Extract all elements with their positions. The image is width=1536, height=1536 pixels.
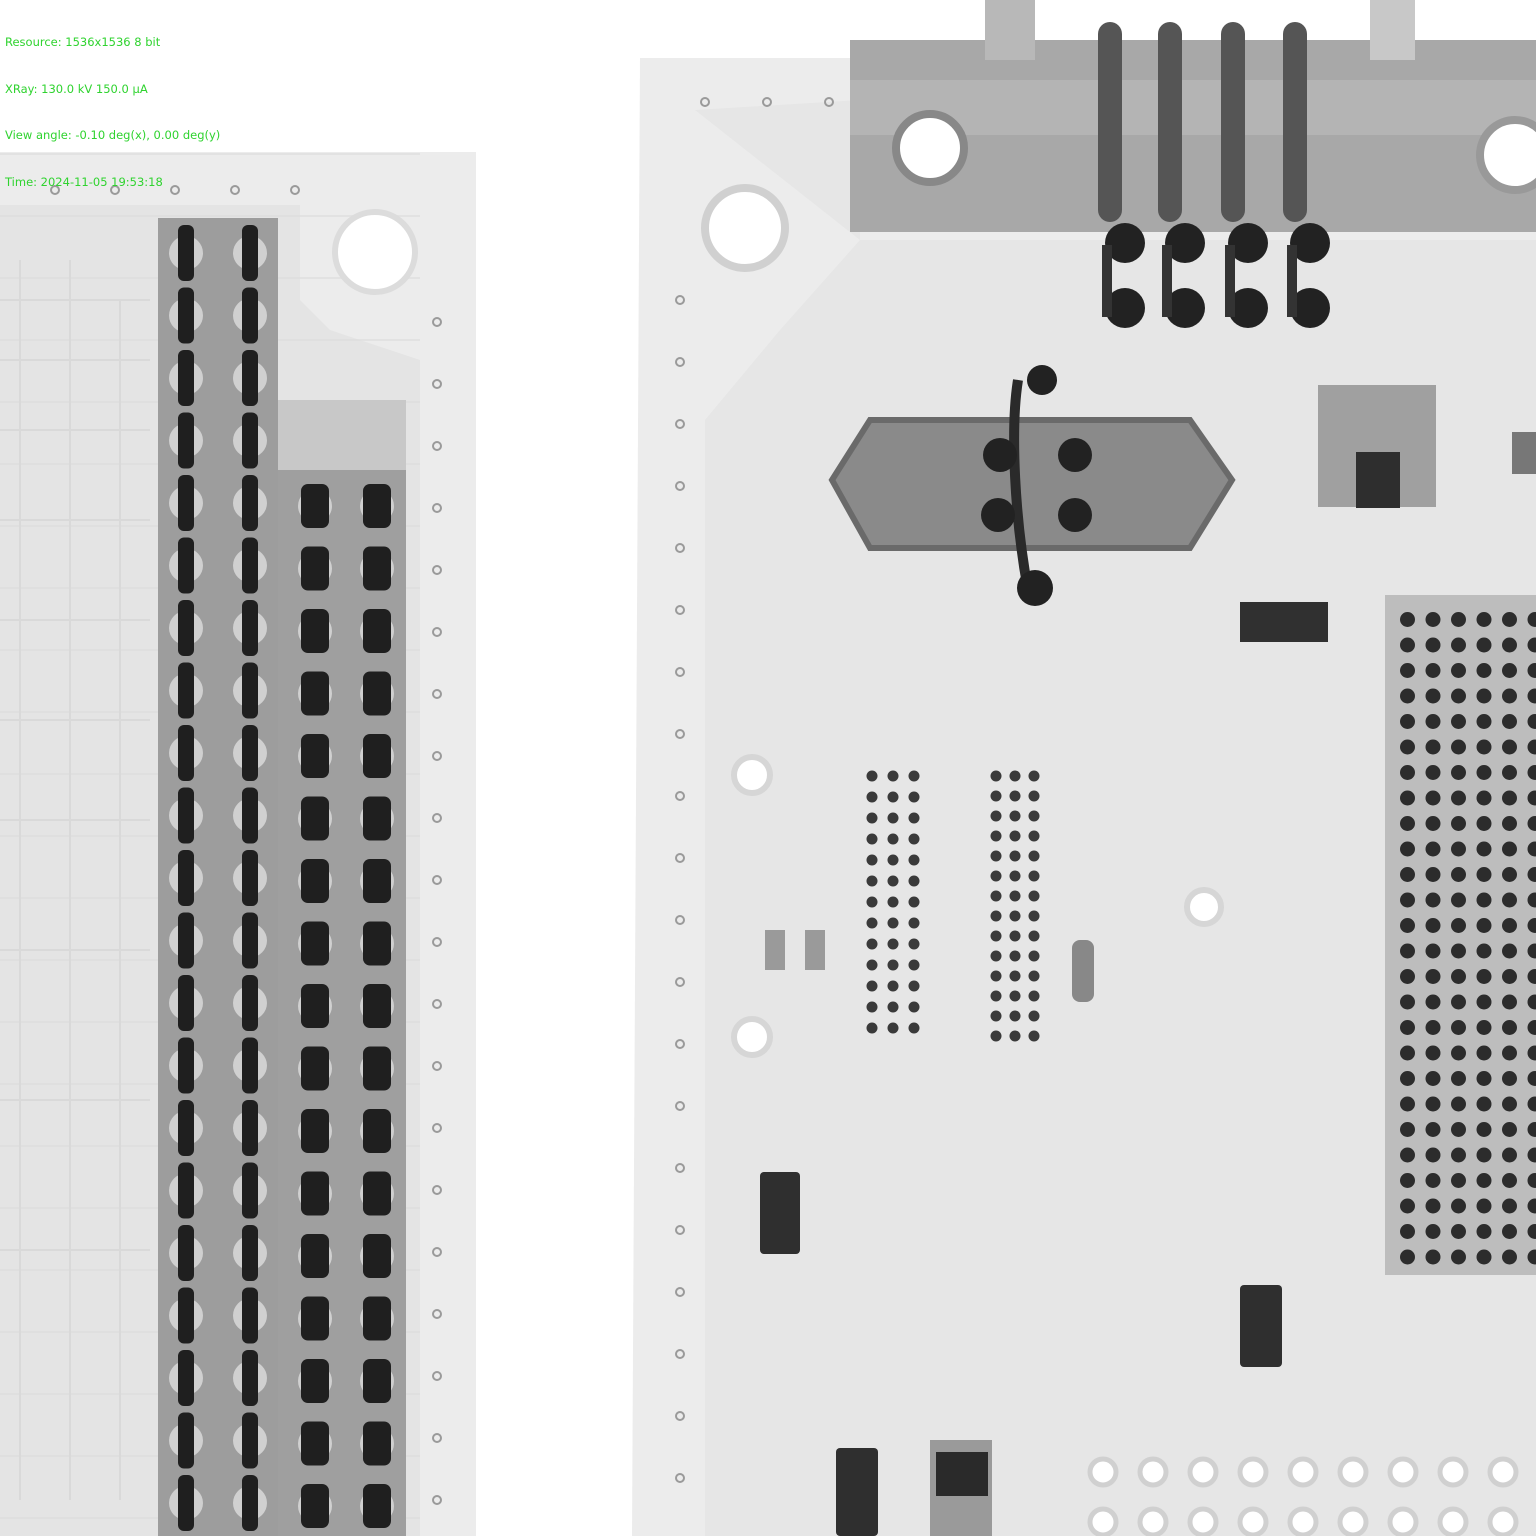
right-board xyxy=(632,0,1536,1536)
header-pins xyxy=(1098,22,1330,328)
resource-label: Resource: 1536x1536 8 bit xyxy=(5,35,161,49)
xray-label: XRay: 130.0 kV 150.0 µA xyxy=(5,81,148,96)
view-angle-label: View angle: -0.10 deg(x), 0.00 deg(y) xyxy=(5,128,221,142)
xray-info-overlay: Resource: 1536x1536 8 bit XRay: 130.0 kV… xyxy=(5,4,220,206)
connector-pins xyxy=(169,225,394,1531)
left-board xyxy=(0,152,476,1536)
time-label: Time: 2024-11-05 19:53:18 xyxy=(5,174,163,189)
